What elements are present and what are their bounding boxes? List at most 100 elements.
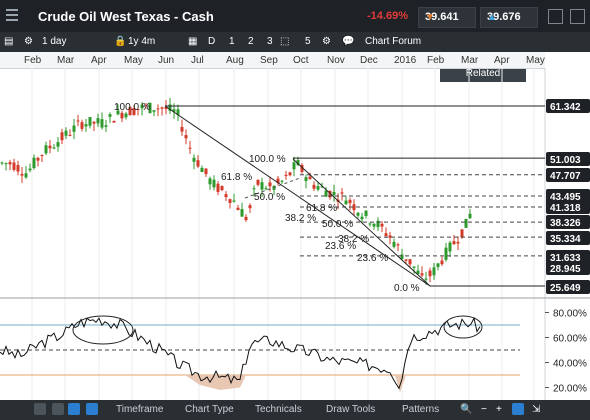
price-tag-label: 43.495 — [550, 192, 581, 203]
candle-body — [468, 213, 472, 219]
month-label: Aug — [226, 55, 244, 66]
candle-body — [340, 192, 344, 194]
price-tag — [546, 200, 590, 214]
price-tag-label: 47.707 — [550, 171, 581, 182]
candle-body — [20, 174, 24, 176]
plus-icon[interactable]: + — [496, 404, 502, 415]
expand-icon[interactable]: ⬚ — [280, 36, 290, 47]
layout-icon[interactable]: ▤ — [4, 36, 14, 47]
draw-button-1[interactable]: 1 — [229, 36, 235, 47]
candle-body — [408, 259, 412, 265]
candle-body — [100, 119, 104, 128]
title-bar: Crude Oil West Texas - Cash -14.69% 39.6… — [0, 0, 590, 32]
candle-body — [292, 162, 296, 170]
price-tag-label: 41.318 — [550, 203, 581, 214]
candle-body — [164, 107, 168, 110]
fib-label: 38.2 % — [285, 213, 316, 224]
candle-body — [464, 218, 468, 228]
related-button[interactable]: Related — [440, 66, 526, 82]
candle-body — [144, 104, 148, 106]
fib-label: 50.0 % — [322, 219, 353, 230]
resize-handle-icon[interactable]: ⇲ — [532, 404, 541, 415]
candle-body — [320, 186, 324, 188]
hamburger-menu-icon[interactable] — [6, 9, 18, 23]
chat-icon[interactable]: 💬 — [342, 36, 355, 47]
price-tag-label: 61.342 — [550, 102, 581, 113]
fast-forward-icon[interactable] — [86, 403, 98, 415]
instrument-title: Crude Oil West Texas - Cash — [38, 9, 214, 24]
candle-body — [76, 120, 80, 122]
draw-button-3[interactable]: 3 — [267, 36, 273, 47]
candle-body — [156, 108, 160, 110]
month-label: Feb — [24, 55, 42, 66]
candle-body — [424, 278, 428, 280]
draw-button-d[interactable]: D — [208, 36, 216, 47]
draw-tools-menu[interactable]: Draw Tools — [326, 404, 376, 415]
chart-type-menu[interactable]: Chart Type — [185, 404, 234, 415]
price-tag — [546, 261, 590, 275]
close-icon[interactable] — [570, 9, 585, 24]
down-arrow-icon: ▼ — [425, 12, 435, 23]
month-label: Feb — [427, 55, 445, 66]
candle-body — [436, 263, 440, 268]
candle-body — [196, 160, 200, 167]
chart-forum-link[interactable]: Chart Forum — [365, 36, 422, 47]
candle-body — [28, 168, 32, 171]
candle-body — [308, 176, 312, 180]
timeframe-menu[interactable]: Timeframe — [116, 404, 164, 415]
candle-body — [332, 191, 336, 195]
up-arrow-icon: ▲ — [487, 12, 497, 23]
candle-body — [152, 110, 156, 112]
candle-body — [428, 270, 432, 277]
refresh-icon[interactable] — [34, 403, 46, 415]
rsi-tick-label: 40.00% — [553, 359, 587, 370]
candle-body — [188, 147, 192, 149]
share-icon[interactable]: ⚙ — [322, 36, 331, 47]
zoom-icon[interactable]: 🔍 — [460, 404, 473, 415]
candle-body — [376, 220, 380, 228]
pencil-icon[interactable] — [68, 403, 80, 415]
fib-label: 50.0 % — [254, 192, 285, 203]
candle-body — [352, 204, 356, 211]
rsi-highlight-circle — [72, 315, 134, 345]
candle-body — [16, 165, 20, 172]
candle-body — [64, 130, 68, 136]
rsi-tick-label: 60.00% — [553, 334, 587, 345]
buy-price-button[interactable]: 39.676 ▲ — [480, 7, 538, 28]
percent-change: -14.69% — [367, 10, 408, 22]
month-label: Sep — [260, 55, 278, 66]
candle-body — [140, 104, 144, 109]
candle-body — [96, 118, 100, 124]
candle-body — [56, 142, 60, 147]
interval-select[interactable]: 1 day — [42, 36, 67, 47]
technicals-menu[interactable]: Technicals — [255, 404, 302, 415]
draw-button-2[interactable]: 2 — [248, 36, 254, 47]
month-label: 2016 — [394, 55, 417, 66]
candle-body — [48, 145, 52, 149]
price-tag-label: 31.633 — [550, 253, 581, 264]
minus-icon[interactable]: − — [481, 404, 487, 415]
candle-body — [456, 241, 460, 244]
candle-body — [204, 168, 208, 175]
month-label: Oct — [293, 55, 309, 66]
fib-label: 23.6 % — [325, 241, 356, 252]
lock-icon[interactable]: 🔒 — [114, 36, 127, 47]
month-label: Mar — [461, 55, 479, 66]
oversold-zone — [185, 375, 246, 390]
detach-icon[interactable] — [548, 9, 563, 24]
candle-body — [288, 172, 292, 176]
candle-body — [0, 162, 4, 164]
trend-line — [292, 158, 431, 287]
sell-price-button[interactable]: 39.641 ▼ — [418, 7, 476, 28]
price-tag-label: 51.003 — [550, 155, 581, 166]
settings-icon[interactable]: ⚙ — [24, 36, 33, 47]
candle-body — [284, 174, 288, 176]
fib-label: 23.6 % — [357, 253, 388, 264]
cancel-icon[interactable] — [52, 403, 64, 415]
fullscreen-icon[interactable] — [512, 403, 524, 415]
candle-body — [440, 260, 444, 265]
calendar-icon[interactable]: ▦ — [188, 36, 198, 47]
patterns-menu[interactable]: Patterns — [402, 404, 440, 415]
range-select[interactable]: 1y 4m — [128, 36, 156, 47]
